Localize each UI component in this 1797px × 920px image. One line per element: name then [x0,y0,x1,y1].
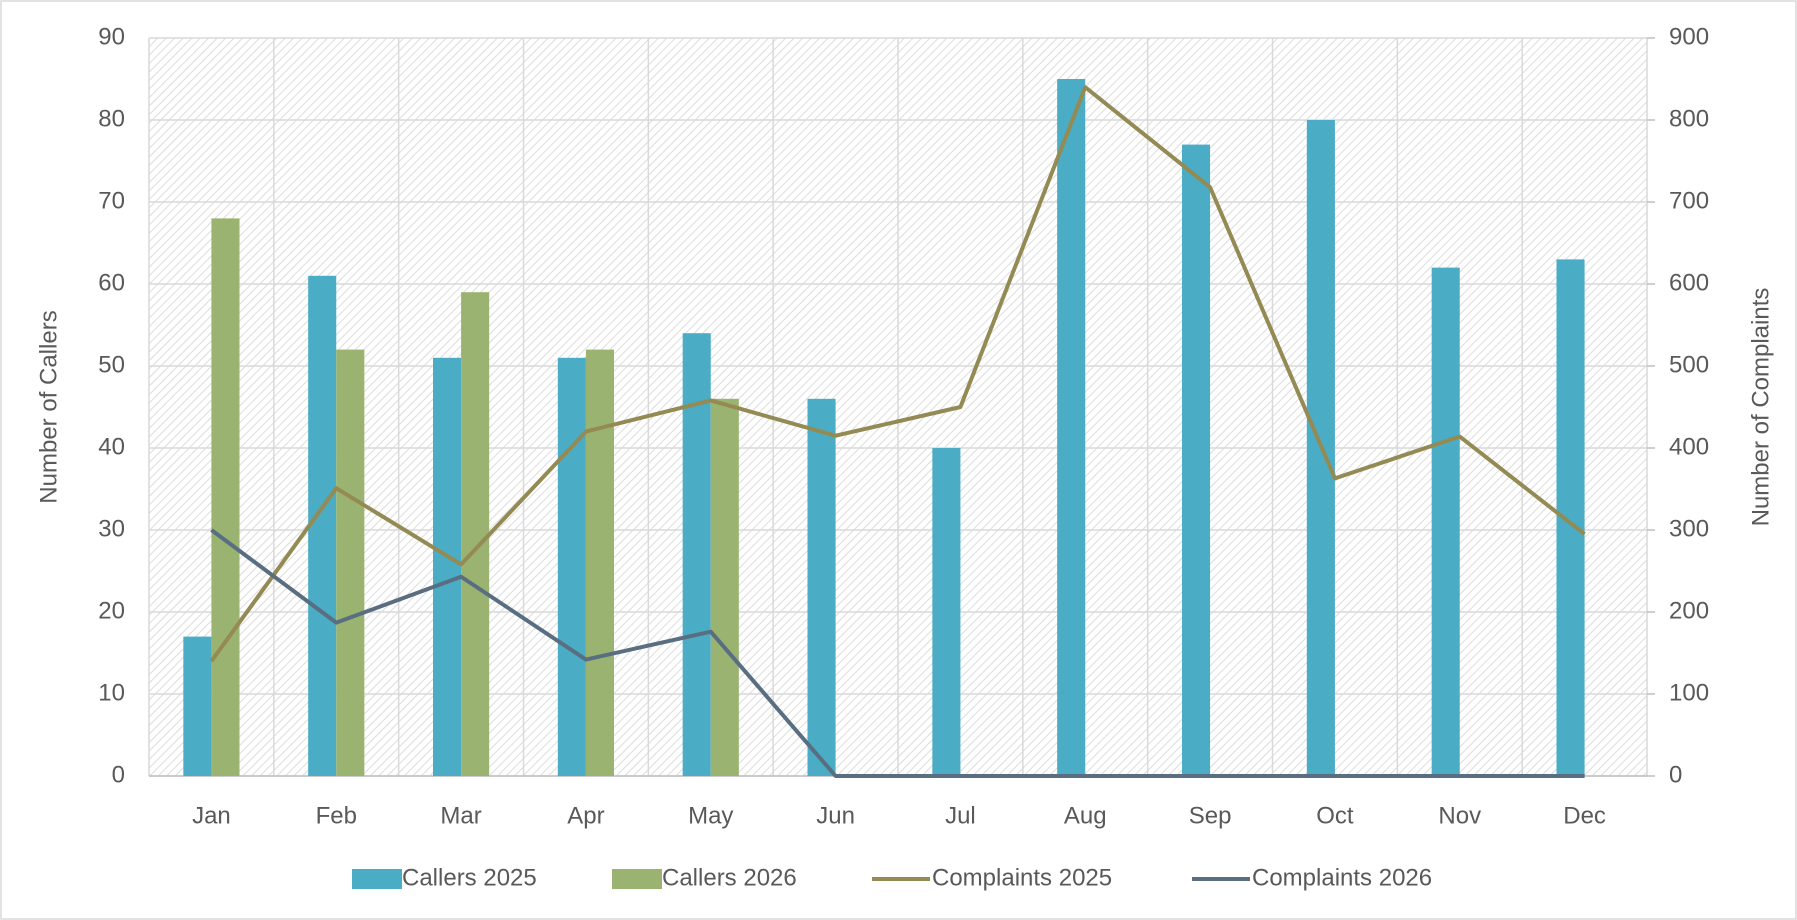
y-tick-label: 60 [98,269,125,296]
y2-axis-title: Number of Complaints [1747,288,1774,527]
bar [1057,79,1086,776]
x-tick-label: May [688,802,733,829]
y2-tick-label: 500 [1669,351,1709,378]
y-axis-title: Number of Callers [35,310,62,503]
y-tick-label: 90 [98,23,125,50]
y-tick-label: 0 [112,761,125,788]
bar [710,398,739,776]
legend-label: Callers 2026 [662,864,797,891]
bar [1431,267,1460,776]
line [210,528,1585,778]
legend-label: Complaints 2026 [1252,864,1432,891]
y2-tick-label: 100 [1669,679,1709,706]
x-tick-label: Jan [192,802,231,829]
y2-tick-label: 600 [1669,269,1709,296]
bar [1181,144,1211,777]
x-tick-label: Feb [316,802,357,829]
bar [308,275,337,776]
y2-tick-label: 200 [1669,597,1709,624]
y-tick-label: 70 [98,187,125,214]
bar [211,218,240,776]
bar [461,292,490,776]
bar [432,357,462,776]
x-tick-label: Sep [1189,802,1232,829]
x-tick-label: Apr [567,802,604,829]
y-tick-label: 50 [98,351,125,378]
y2-tick-label: 800 [1669,105,1709,132]
legend-label: Complaints 2025 [932,864,1112,891]
x-tick-label: Jun [816,802,855,829]
y-tick-label: 20 [98,597,125,624]
y2-tick-label: 900 [1669,23,1709,50]
x-tick-label: Jul [945,802,976,829]
x-tick-label: Oct [1316,802,1354,829]
bar [932,448,961,776]
x-tick-label: Nov [1438,802,1481,829]
bar [183,636,212,776]
y-tick-label: 80 [98,105,125,132]
bar [557,357,586,776]
legend-swatch [612,869,662,889]
legend-swatch [352,869,402,889]
legend-label: Callers 2025 [402,864,537,891]
y-tick-label: 10 [98,679,125,706]
y2-tick-label: 300 [1669,515,1709,542]
x-tick-label: Dec [1563,802,1606,829]
bar [336,349,365,776]
x-tick-label: Aug [1064,802,1107,829]
y2-tick-label: 0 [1669,761,1682,788]
y2-tick-label: 400 [1669,433,1709,460]
line [209,85,1586,663]
bar [585,349,615,776]
y-tick-label: 40 [98,433,125,460]
x-tick-label: Mar [440,802,481,829]
y-tick-label: 30 [98,515,125,542]
bar [807,398,836,776]
y2-tick-label: 700 [1669,187,1709,214]
